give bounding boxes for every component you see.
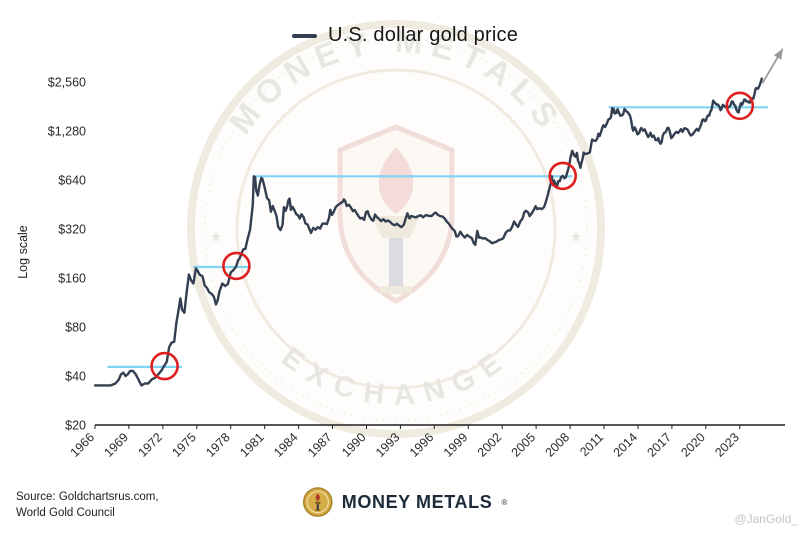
chart-title-row: U.S. dollar gold price (0, 24, 810, 47)
x-tick-label: 1987 (305, 430, 335, 460)
x-tick-label: 2014 (611, 430, 641, 460)
y-tick-label: $160 (58, 272, 86, 286)
footer: Source: Goldchartsrus.com, World Gold Co… (0, 472, 810, 534)
breakout-circle (222, 251, 251, 281)
x-tick-label: 2005 (509, 430, 539, 460)
x-tick-label: 2002 (475, 430, 505, 460)
gold-line-legend-swatch (291, 33, 317, 38)
y-axis-label: Log scale (16, 225, 30, 279)
x-tick-label: 1999 (441, 430, 471, 460)
breakout-circle (548, 161, 578, 191)
source-credit: Source: Goldchartsrus.com, World Gold Co… (16, 489, 159, 521)
y-tick-label: $2,560 (48, 76, 86, 90)
author-handle: @JanGold_ (734, 512, 798, 526)
x-tick-label: 1984 (271, 430, 301, 460)
x-tick-label: 2011 (577, 430, 606, 459)
y-tick-label: $80 (65, 321, 86, 335)
trend-arrow-head (773, 48, 783, 60)
source-line-1: Source: Goldchartsrus.com, (16, 490, 159, 503)
x-tick-label: 1969 (101, 430, 131, 460)
y-tick-label: $40 (65, 370, 86, 384)
x-tick-label: 1993 (373, 430, 403, 460)
y-tick-label: $640 (58, 174, 86, 188)
x-tick-label: 2023 (712, 430, 742, 460)
x-tick-label: 2008 (543, 430, 573, 460)
x-tick-label: 1978 (203, 430, 233, 460)
gold-price-line (93, 77, 763, 387)
x-tick-label: 1990 (339, 430, 369, 460)
breakout-circle (150, 351, 179, 381)
gold-price-chart: $20 $40 $80 $160 $320 $640 $1,280 $2,560 1966 196… (48, 48, 785, 460)
source-line-2: World Gold Council (16, 506, 115, 519)
x-tick-label: 1981 (237, 430, 267, 460)
chart-title: U.S. dollar gold price (327, 24, 519, 46)
x-tick-label: 2017 (644, 430, 674, 460)
x-tick-label: 1972 (135, 430, 165, 460)
y-tick-label: $1,280 (48, 125, 86, 139)
x-tick-label: 2020 (678, 430, 708, 460)
money-metals-coin-icon (302, 487, 333, 517)
money-metals-logo: MONEY METALS ® (302, 487, 508, 517)
x-tick-label: 1975 (169, 430, 199, 460)
y-tick-label: $20 (65, 419, 86, 433)
registered-mark: ® (501, 497, 508, 507)
x-tick-label: 1996 (407, 430, 437, 460)
brand-name: MONEY METALS (341, 491, 493, 512)
x-tick-label: 1966 (68, 430, 98, 460)
breakout-circle (725, 91, 755, 121)
y-tick-label: $320 (58, 223, 86, 237)
